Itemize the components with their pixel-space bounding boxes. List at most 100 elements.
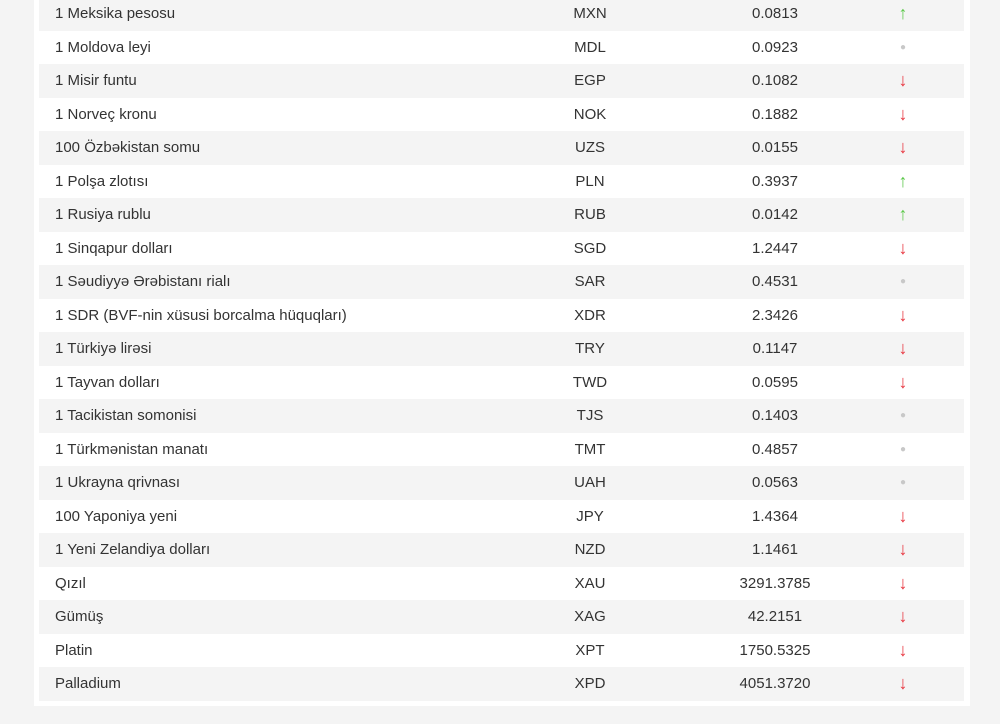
table-row: 1 Səudiyyə Ərəbistanı rialı SAR 0.4531 ● [39,265,964,299]
currency-rate: 0.4857 [752,440,798,458]
arrow-down-icon: ↓ [898,304,908,325]
arrow-down-icon: ↓ [898,70,908,90]
table-row: 1 Ukrayna qrivnası UAH 0.0563 ● [39,466,964,500]
currency-rates-table: 1 Meksika pesosu MXN 0.0813 ↑ 1 Moldova leyi… [39,0,964,701]
currency-code: EGP [574,72,606,89]
currency-rate: 1.4364 [752,507,798,525]
arrow-down-icon: ↓ [898,606,908,626]
currency-rate: 2.3426 [752,306,798,324]
currency-code: UAH [574,474,606,491]
table-row: 100 Özbəkistan somu UZS 0.0155 ↓ [39,131,964,165]
currency-code: XPD [574,675,606,692]
currency-code: XAG [574,608,606,625]
currency-name: 1 Səudiyyə Ərəbistanı rialı [55,273,231,290]
currency-code: TJS [576,407,604,424]
currency-name: 1 Ukrayna qrivnası [55,474,181,491]
currency-name: 100 Özbəkistan somu [55,139,201,156]
currency-code: TMT [574,440,606,458]
currency-name: 100 Yaponiya yeni [55,507,178,525]
table-row: 1 Tayvan dolları TWD 0.0595 ↓ [39,366,964,400]
currency-code: TWD [572,373,608,391]
arrow-down-icon: ↓ [898,103,908,124]
currency-name: 1 Polşa zlotısı [55,172,149,190]
table-row: Platin XPT 1750.5325 ↓ [39,634,964,668]
table-row: 1 Tacikistan somonisi TJS 0.1403 ● [39,399,964,433]
currency-name: 1 Moldova leyi [55,38,151,56]
table-row: 1 Meksika pesosu MXN 0.0813 ↑ [39,0,964,31]
currency-name: 1 Tacikistan somonisi [55,407,197,424]
currency-code: MXN [573,5,607,22]
arrow-down-icon: ↓ [898,137,908,157]
currency-rate: 0.1147 [752,340,798,357]
table-row: 1 Sinqapur dolları SGD 1.2447 ↓ [39,232,964,266]
currency-rate: 1.1461 [752,541,798,558]
dot-icon: ● [899,477,907,488]
arrow-up-icon: ↑ [898,170,908,191]
currency-name: 1 Meksika pesosu [55,5,176,22]
currency-rate: 0.1882 [752,105,798,123]
currency-code: MDL [574,38,606,56]
currency-name: 1 SDR (BVF-nin xüsusi borcalma hüquqları… [55,306,347,324]
currency-name: Palladium [55,675,121,692]
currency-rate: 1750.5325 [739,641,811,659]
table-row: 1 Moldova leyi MDL 0.0923 ● [39,31,964,65]
currency-rate: 0.1403 [752,407,798,424]
arrow-down-icon: ↓ [898,237,908,258]
currency-code: SAR [574,273,606,290]
currency-rate: 1.2447 [752,239,798,257]
table-row: Palladium XPD 4051.3720 ↓ [39,667,964,701]
currency-rate: 3291.3785 [739,574,811,592]
currency-name: 1 Rusiya rublu [55,206,151,223]
currency-code: TRY [575,340,605,357]
arrow-down-icon: ↓ [898,371,908,392]
currency-code: XPT [575,641,605,659]
arrow-down-icon: ↓ [898,572,908,593]
arrow-down-icon: ↓ [898,539,908,559]
table-row: 1 Türkmənistan manatı TMT 0.4857 ● [39,433,964,467]
currency-code: NOK [573,105,607,123]
currency-rate: 0.0142 [752,206,798,223]
currency-rate: 0.4531 [752,273,798,290]
currency-name: 1 Misir funtu [55,72,137,89]
dot-icon: ● [899,443,907,455]
currency-code: SGD [573,239,607,257]
currency-rate: 0.1082 [752,72,798,89]
arrow-up-icon: ↑ [898,3,908,23]
arrow-up-icon: ↑ [898,204,908,224]
arrow-down-icon: ↓ [898,639,908,660]
currency-rate: 0.3937 [752,172,798,190]
currency-name: Qızıl [55,574,86,592]
arrow-down-icon: ↓ [898,673,908,693]
currency-code: UZS [575,139,605,156]
dot-icon: ● [899,410,907,421]
table-row: Gümüş XAG 42.2151 ↓ [39,600,964,634]
table-row: 1 Türkiyə lirəsi TRY 0.1147 ↓ [39,332,964,366]
currency-rate: 4051.3720 [739,675,811,692]
table-row: 1 Misir funtu EGP 0.1082 ↓ [39,64,964,98]
currency-name: 1 Norveç kronu [55,105,157,123]
currency-code: PLN [575,172,605,190]
arrow-down-icon: ↓ [898,505,908,526]
table-row: 100 Yaponiya yeni JPY 1.4364 ↓ [39,500,964,534]
currency-code: XDR [574,306,606,324]
currency-name: Gümüş [55,608,104,625]
currency-code: JPY [576,507,604,525]
currency-code: XAU [574,574,606,592]
currency-rate: 42.2151 [747,608,803,625]
currency-rate: 0.0595 [752,373,798,391]
currency-name: 1 Türkmənistan manatı [55,440,209,458]
currency-code: NZD [574,541,606,558]
currency-name: Platin [55,641,93,659]
arrow-down-icon: ↓ [898,338,908,358]
table-row: 1 Polşa zlotısı PLN 0.3937 ↑ [39,165,964,199]
currency-name: 1 Tayvan dolları [55,373,160,391]
currency-rate: 0.0813 [752,5,798,22]
currency-name: 1 Türkiyə lirəsi [55,340,152,357]
table-row: Qızıl XAU 3291.3785 ↓ [39,567,964,601]
currency-code: RUB [574,206,606,223]
currency-rate: 0.0923 [752,38,798,56]
currency-rate: 0.0563 [752,474,798,491]
currency-name: 1 Yeni Zelandiya dolları [55,541,211,558]
table-row: 1 Rusiya rublu RUB 0.0142 ↑ [39,198,964,232]
dot-icon: ● [899,41,907,53]
